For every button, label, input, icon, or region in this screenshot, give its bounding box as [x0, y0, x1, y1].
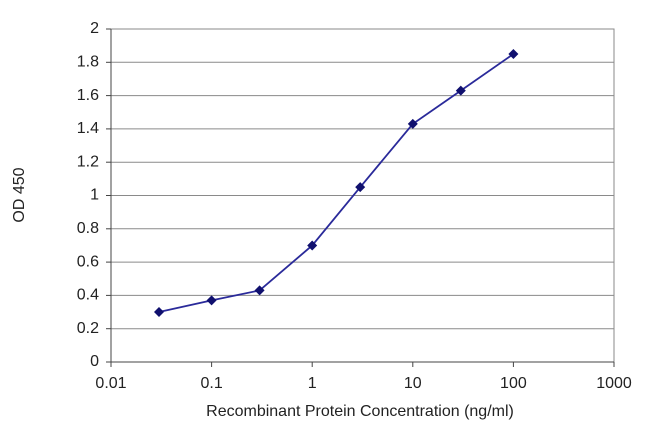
- data-point: [307, 240, 318, 251]
- data-point: [508, 48, 519, 59]
- y-tick-label: 0.4: [77, 287, 99, 304]
- x-tick-label: 1: [308, 375, 317, 392]
- x-tick-label: 1000: [596, 375, 632, 392]
- data-point: [355, 182, 366, 193]
- y-tick-label: 0.6: [77, 253, 99, 270]
- x-tick-label: 0.1: [200, 375, 222, 392]
- y-tick-label: 1: [90, 187, 99, 204]
- y-tick-label: 0.8: [77, 220, 99, 237]
- y-tick-label: 1.6: [77, 87, 99, 104]
- y-tick-label: 1.2: [77, 153, 99, 170]
- y-axis-title: OD 450: [11, 167, 28, 222]
- data-point: [407, 118, 418, 129]
- x-tick-label: 100: [500, 375, 527, 392]
- data-line: [158, 53, 514, 313]
- y-tick-label: 2: [90, 20, 99, 37]
- x-axis-title: Recombinant Protein Concentration (ng/ml…: [206, 403, 514, 420]
- x-tick-label: 10: [404, 375, 422, 392]
- data-point: [153, 307, 164, 318]
- data-point: [455, 85, 466, 96]
- y-tick-label: 0.2: [77, 320, 99, 337]
- y-tick-label: 1.8: [77, 54, 99, 71]
- data-point: [254, 285, 265, 296]
- x-tick-label: 0.01: [95, 375, 126, 392]
- y-tick-label: 1.4: [77, 120, 99, 137]
- data-point: [206, 295, 217, 306]
- y-tick-label: 0: [90, 353, 99, 370]
